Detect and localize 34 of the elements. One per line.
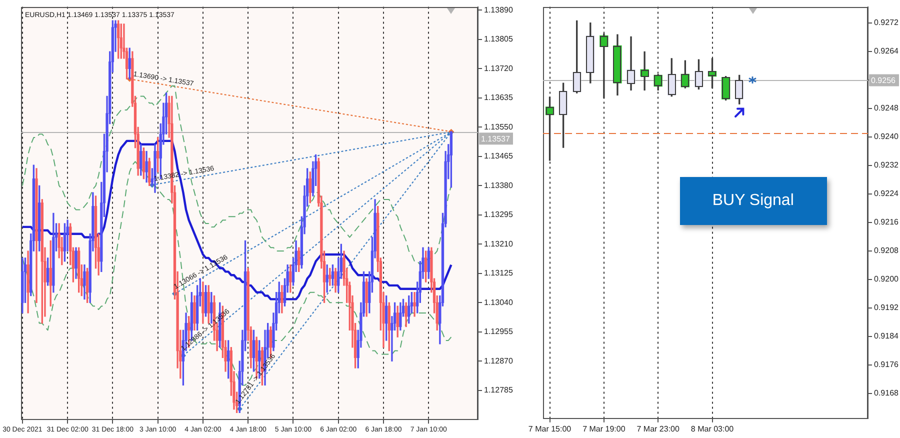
x-tick-label: 7 Mar 15:00: [528, 424, 572, 434]
y-tick-label: 0.9168: [874, 388, 900, 398]
y-tick-label: 0.9216: [874, 218, 900, 227]
y-tick-label: 1.12785: [484, 386, 514, 395]
y-tick-label: 0.9192: [874, 303, 900, 312]
y-tick-label: 1.13720: [484, 64, 514, 73]
y-tick-label: 0.9232: [874, 160, 900, 170]
y-tick-label: 0.9240: [874, 132, 900, 142]
y-tick-label: 0.9184: [874, 332, 900, 341]
y-tick-label: 0.9248: [874, 104, 900, 113]
ref-line-label: 0.9256: [871, 76, 896, 85]
y-tick-label: 0.9176: [874, 360, 900, 370]
y-tick-label: 1.13380: [484, 180, 514, 190]
x-tick-label: 7 Mar 19:00: [582, 424, 626, 434]
y-tick-label: 1.13040: [484, 298, 514, 307]
y-tick-label: 0.9272: [874, 18, 900, 28]
y-tick-label: 0.9224: [874, 189, 900, 198]
y-tick-label: 1.13210: [484, 239, 514, 248]
y-tick-label: 0.9200: [874, 274, 900, 284]
y-tick-label: 1.13550: [484, 122, 514, 132]
ref-line-label: 1.13537: [481, 134, 510, 144]
y-tick-label: 1.13295: [484, 210, 514, 220]
y-tick-label: 1.13890: [484, 5, 514, 14]
y-tick-label: 0.9208: [874, 246, 900, 256]
y-tick-label: 1.12870: [484, 356, 514, 366]
x-tick-label: 7 Mar 23:00: [636, 424, 680, 434]
signal-button: BUY Signal: [680, 176, 827, 225]
y-tick-label: 1.13465: [484, 152, 514, 161]
x-tick-label: 8 Mar 03:00: [690, 424, 734, 434]
y-tick-label: 0.9264: [874, 46, 900, 56]
y-tick-label: 1.13125: [484, 268, 514, 278]
y-tick-label: 1.13635: [484, 93, 514, 102]
y-tick-label: 1.12955: [484, 327, 514, 336]
y-tick-label: 1.13805: [484, 34, 514, 44]
